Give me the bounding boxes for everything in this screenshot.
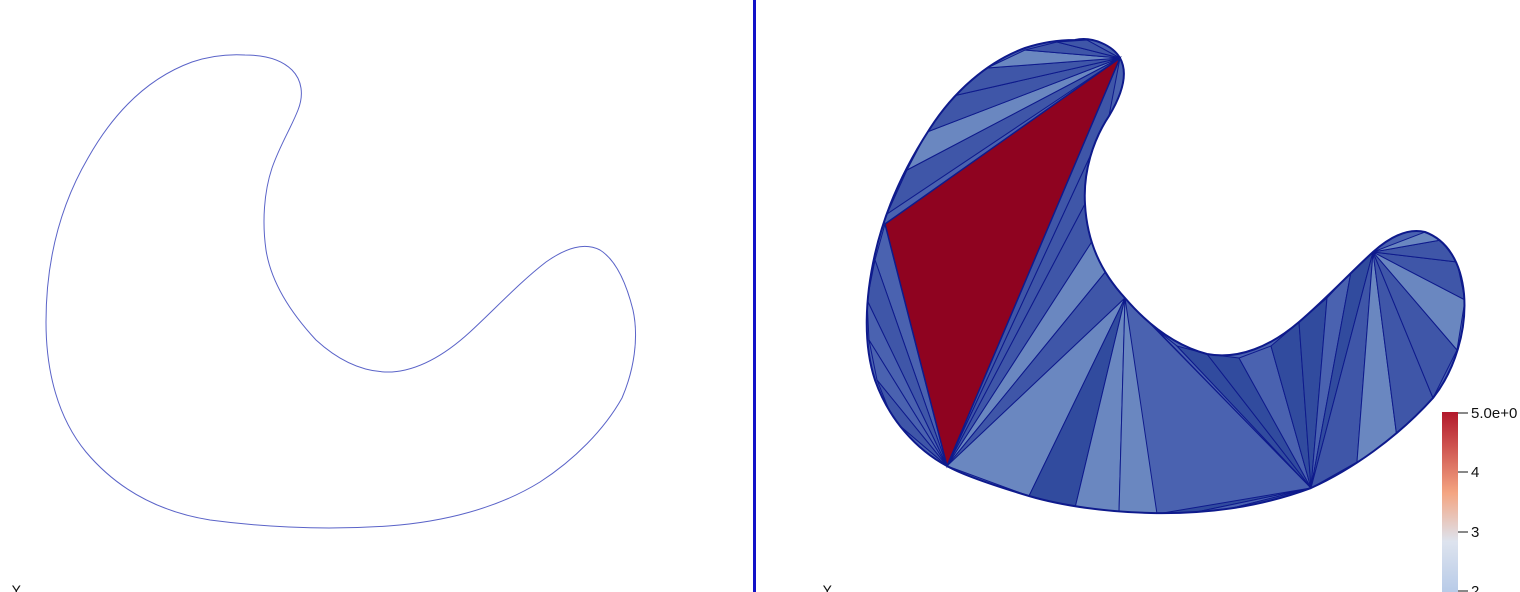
outline-render — [45, 54, 637, 529]
view-splitter[interactable] — [753, 0, 756, 592]
highlighted-cell — [884, 55, 1122, 469]
left-render-view[interactable]: Y — [0, 0, 753, 592]
right-render-view[interactable]: 5.0e+0 4 3 2 Y — [757, 0, 1520, 592]
shape-outline — [45, 54, 637, 529]
colorbar-gradient — [1442, 412, 1458, 592]
mesh-cells — [866, 39, 1465, 514]
scalar-colorbar: 5.0e+0 4 3 2 — [1442, 405, 1517, 592]
axis-orientation-label: Y — [12, 584, 21, 592]
colorbar-tick-label: 3 — [1471, 524, 1479, 541]
mesh-boundary — [865, 38, 1466, 515]
colorbar-tick-label: 4 — [1471, 464, 1479, 481]
colorbar-tick-label: 2 — [1471, 583, 1479, 592]
colorbar-max-label: 5.0e+0 — [1471, 405, 1517, 422]
mesh-render: 5.0e+0 4 3 2 — [865, 38, 1517, 592]
axis-orientation-label: Y — [823, 584, 832, 592]
